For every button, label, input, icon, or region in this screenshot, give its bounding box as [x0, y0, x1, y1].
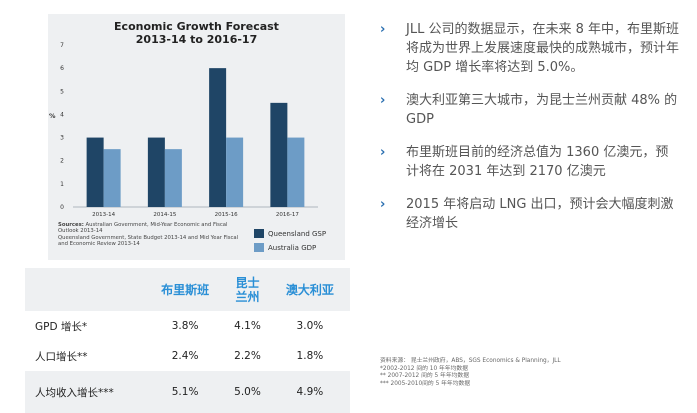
legend-item-australia-gdp: Australia GDP — [254, 243, 316, 252]
y-tick-label: 2 — [60, 158, 64, 165]
cell-value: 2.2% — [225, 341, 270, 371]
legend-swatch-queensland-gsp — [254, 229, 264, 238]
bullet-text: 布里斯班目前的经济总值为 1360 亿澳元，预计将在 2031 年达到 2170… — [406, 145, 669, 179]
bullet-item: › 2015 年将启动 LNG 出口，预计会大幅度刺激经济增长 — [380, 195, 680, 233]
cell-value: 3.0% — [269, 311, 350, 341]
y-tick-label: 5 — [60, 88, 64, 95]
sources-line-2: Queensland Government, State Budget 2013… — [58, 234, 239, 248]
y-tick-label: 4 — [60, 111, 64, 118]
table-header-row: 布里斯班 昆士 兰州 澳大利亚 — [25, 268, 350, 311]
chart-title: Economic Growth Forecast — [114, 20, 279, 33]
bar-australia-gdp — [164, 149, 182, 207]
bullet-arrow-icon: › — [380, 197, 386, 212]
table-header-brisbane: 布里斯班 — [145, 268, 226, 311]
chart-subtitle: 2013-14 to 2016-17 — [135, 33, 258, 46]
bullet-item: › 澳大利亚第三大城市，为昆士兰州贡献 48% 的 GDP — [380, 91, 680, 129]
row-label-population: 人口增长** — [25, 341, 145, 371]
footnote-source: 资料来源： 昆士兰州政府，ABS，SGS Economics & Plannin… — [380, 358, 561, 364]
chart-panel — [48, 14, 345, 260]
cell-value: 4.9% — [269, 371, 350, 413]
x-tick-label: 2014-15 — [153, 212, 176, 218]
bar-queensland-gsp — [86, 137, 104, 207]
cell-value: 5.1% — [145, 371, 226, 413]
cell-value: 3.8% — [145, 311, 226, 341]
cell-value: 4.1% — [225, 311, 270, 341]
footnotes: 资料来源： 昆士兰州政府，ABS，SGS Economics & Plannin… — [380, 358, 680, 388]
legend-item-queensland-gsp: Queensland GSP — [254, 229, 326, 238]
bullet-item: › 布里斯班目前的经济总值为 1360 亿澳元，预计将在 2031 年达到 21… — [380, 143, 680, 181]
table-header-queensland: 昆士 兰州 — [225, 268, 270, 311]
table-row: 人口增长** 2.4% 2.2% 1.8% — [25, 341, 350, 371]
footnote-1: *2002-2012 间的 10 年年均数据 — [380, 365, 468, 372]
y-tick-label: 3 — [60, 135, 64, 142]
bar-australia-gdp — [103, 149, 121, 207]
y-tick-label: 1 — [60, 181, 64, 188]
bullet-text: JLL 公司的数据显示，在未来 8 年中，布里斯班将成为世界上发展速度最快的成熟… — [406, 22, 680, 75]
cell-value: 2.4% — [145, 341, 226, 371]
bullet-text: 澳大利亚第三大城市，为昆士兰州贡献 48% 的 GDP — [406, 93, 678, 127]
growth-table: 布里斯班 昆士 兰州 澳大利亚 GPD 增长* 3.8% 4.1% 3.0% 人… — [25, 268, 350, 413]
bar-queensland-gsp — [270, 102, 288, 207]
x-tick-label: 2016-17 — [276, 212, 299, 218]
x-tick-label: 2015-16 — [215, 212, 238, 218]
cell-value: 1.8% — [269, 341, 350, 371]
sources-label: Sources: — [58, 222, 84, 228]
chart-sources: Sources: Australian Government, Mid-Year… — [58, 222, 248, 248]
cell-value: 5.0% — [225, 371, 270, 413]
y-tick-label: 7 — [60, 42, 64, 49]
legend-swatch-australia-gdp — [254, 243, 264, 252]
legend-label-queensland-gsp: Queensland GSP — [268, 229, 327, 238]
bar-australia-gdp — [226, 137, 244, 207]
y-tick-label: 6 — [60, 65, 64, 72]
table-header-australia: 澳大利亚 — [269, 268, 350, 311]
bullet-arrow-icon: › — [380, 93, 386, 108]
row-label-income: 人均收入增长*** — [25, 371, 145, 413]
bar-australia-gdp — [287, 137, 305, 207]
bullet-item: › JLL 公司的数据显示，在未来 8 年中，布里斯班将成为世界上发展速度最快的… — [380, 20, 680, 77]
footnote-2: ** 2007-2012 间的 5 年年均数据 — [380, 373, 470, 380]
y-tick-label: 0 — [60, 204, 64, 211]
table-header-empty — [25, 268, 145, 311]
row-label-gdp: GPD 增长* — [25, 311, 145, 341]
bullet-arrow-icon: › — [380, 22, 386, 37]
table-row: 人均收入增长*** 5.1% 5.0% 4.9% — [25, 371, 350, 413]
bar-queensland-gsp — [209, 68, 227, 208]
sources-line-1: Australian Government, Mid-Year Economic… — [58, 222, 228, 235]
table-row: GPD 增长* 3.8% 4.1% 3.0% — [25, 311, 350, 341]
bullet-text: 2015 年将启动 LNG 出口，预计会大幅度刺激经济增长 — [406, 197, 674, 231]
x-tick-label: 2013-14 — [92, 212, 115, 218]
bullet-arrow-icon: › — [380, 145, 386, 160]
y-axis-label: % — [49, 112, 56, 120]
bar-queensland-gsp — [147, 137, 165, 207]
footnote-3: *** 2005-2010间的 5 年年均数据 — [380, 380, 471, 387]
legend-label-australia-gdp: Australia GDP — [268, 243, 317, 252]
bullet-list: › JLL 公司的数据显示，在未来 8 年中，布里斯班将成为世界上发展速度最快的… — [380, 20, 680, 247]
